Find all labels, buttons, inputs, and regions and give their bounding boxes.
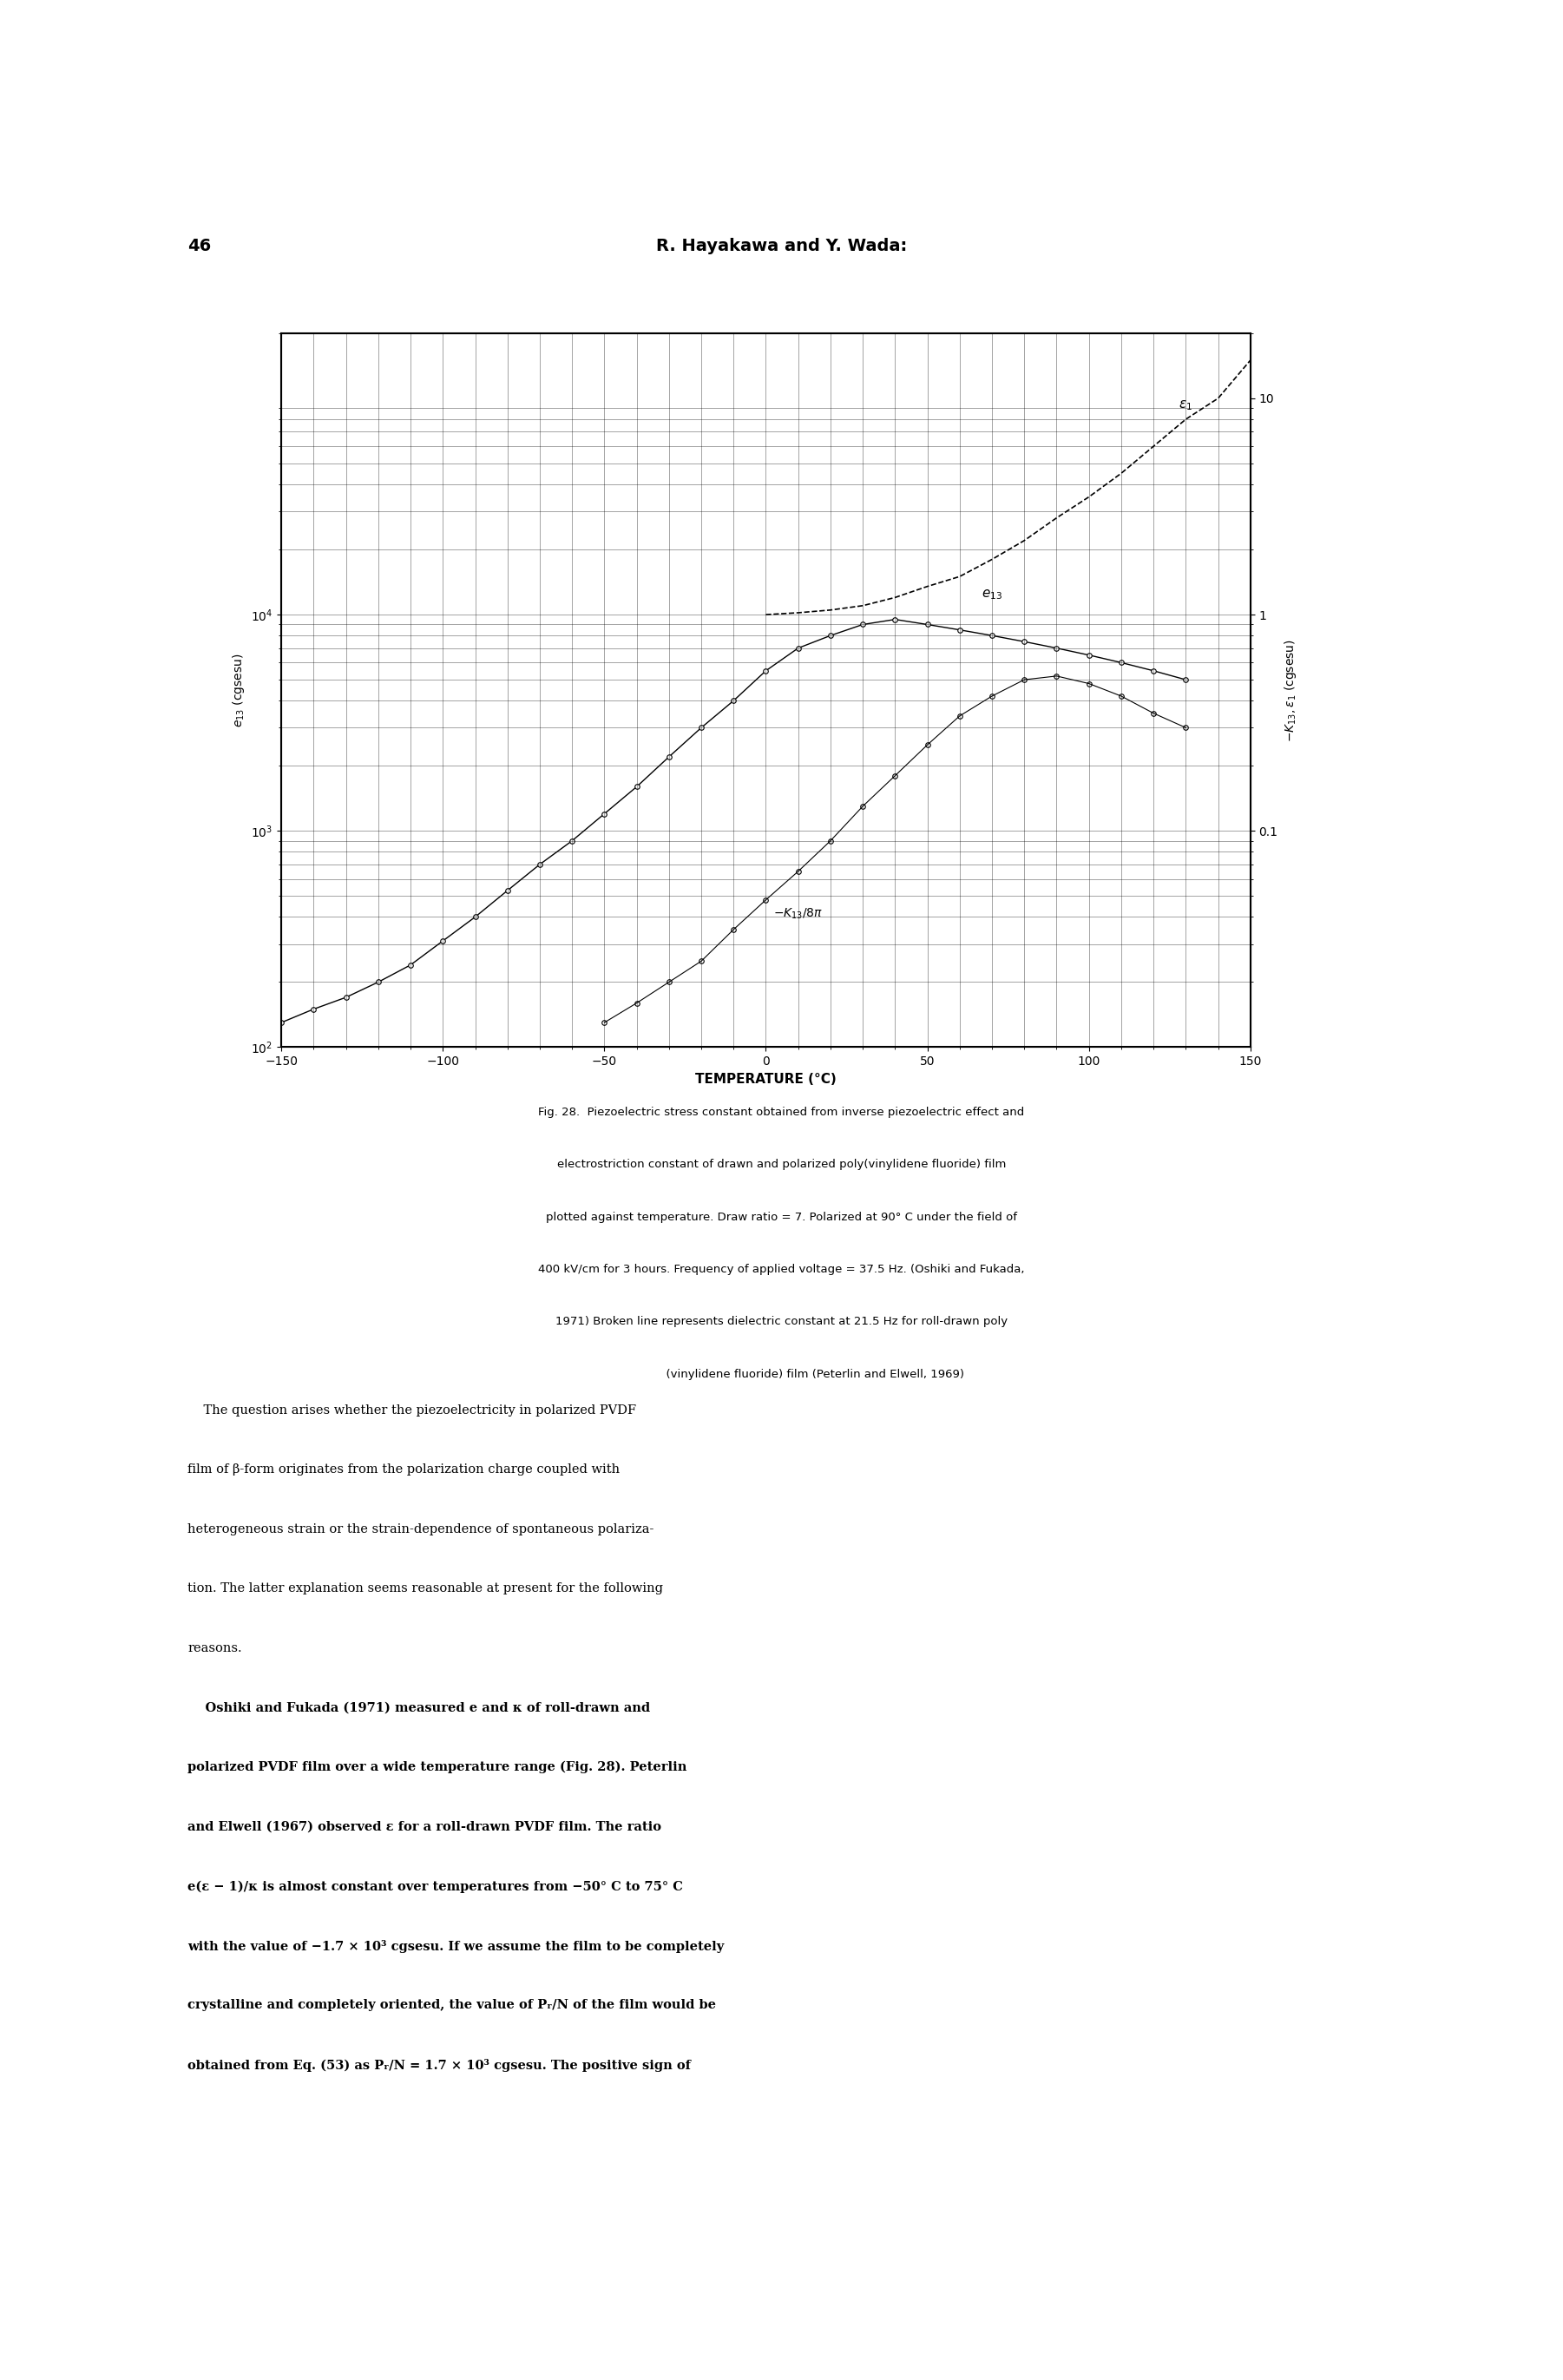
Y-axis label: $e_{13}$ (cgsesu): $e_{13}$ (cgsesu) [230,652,245,728]
Text: Oshiki and Fukada (1971) measured e and κ of roll-drawn and: Oshiki and Fukada (1971) measured e and … [188,1702,650,1714]
Text: The question arises whether the piezoelectricity in polarized PVDF: The question arises whether the piezoele… [188,1404,636,1416]
Text: with the value of −1.7 × 10³ cgsesu. If we assume the film to be completely: with the value of −1.7 × 10³ cgsesu. If … [188,1940,724,1952]
Text: plotted against temperature. Draw ratio = 7. Polarized at 90° C under the field : plotted against temperature. Draw ratio … [545,1211,1018,1223]
Text: Fig. 28.  Piezoelectric stress constant obtained from inverse piezoelectric effe: Fig. 28. Piezoelectric stress constant o… [538,1107,1025,1119]
Y-axis label: $-K_{13}, \varepsilon_1$ (cgsesu): $-K_{13}, \varepsilon_1$ (cgsesu) [1283,638,1299,743]
Text: 400 kV/cm for 3 hours. Frequency of applied voltage = 37.5 Hz. (Oshiki and Fukad: 400 kV/cm for 3 hours. Frequency of appl… [538,1264,1025,1276]
Text: reasons.: reasons. [188,1642,242,1654]
Text: and Elwell (1967) observed ε for a roll-drawn PVDF film. The ratio: and Elwell (1967) observed ε for a roll-… [188,1821,661,1833]
Text: $e_{13}$: $e_{13}$ [982,588,1002,602]
Text: $-K_{13}/8\pi$: $-K_{13}/8\pi$ [774,907,822,921]
Text: (vinylidene fluoride) film (Peterlin and Elwell, 1969): (vinylidene fluoride) film (Peterlin and… [599,1368,964,1380]
Text: polarized PVDF film over a wide temperature range (Fig. 28). Peterlin: polarized PVDF film over a wide temperat… [188,1761,686,1773]
Text: electrostriction constant of drawn and polarized poly(vinylidene fluoride) film: electrostriction constant of drawn and p… [556,1159,1007,1171]
Text: tion. The latter explanation seems reasonable at present for the following: tion. The latter explanation seems reaso… [188,1583,663,1595]
Text: film of β-form originates from the polarization charge coupled with: film of β-form originates from the polar… [188,1464,621,1476]
Text: crystalline and completely oriented, the value of Pᵣ/N of the film would be: crystalline and completely oriented, the… [188,1999,716,2011]
Text: $\varepsilon_1$: $\varepsilon_1$ [1179,400,1193,412]
Text: R. Hayakawa and Y. Wada:: R. Hayakawa and Y. Wada: [656,238,907,255]
Text: 1971) Broken line represents dielectric constant at 21.5 Hz for roll-drawn poly: 1971) Broken line represents dielectric … [555,1316,1008,1328]
Text: 46: 46 [188,238,211,255]
Text: e(ε − 1)/κ is almost constant over temperatures from −50° C to 75° C: e(ε − 1)/κ is almost constant over tempe… [188,1880,683,1892]
Text: heterogeneous strain or the strain-dependence of spontaneous polariza-: heterogeneous strain or the strain-depen… [188,1523,653,1535]
X-axis label: TEMPERATURE (°C): TEMPERATURE (°C) [696,1073,836,1085]
Text: obtained from Eq. (53) as Pᵣ/N = 1.7 × 10³ cgsesu. The positive sign of: obtained from Eq. (53) as Pᵣ/N = 1.7 × 1… [188,2059,691,2071]
